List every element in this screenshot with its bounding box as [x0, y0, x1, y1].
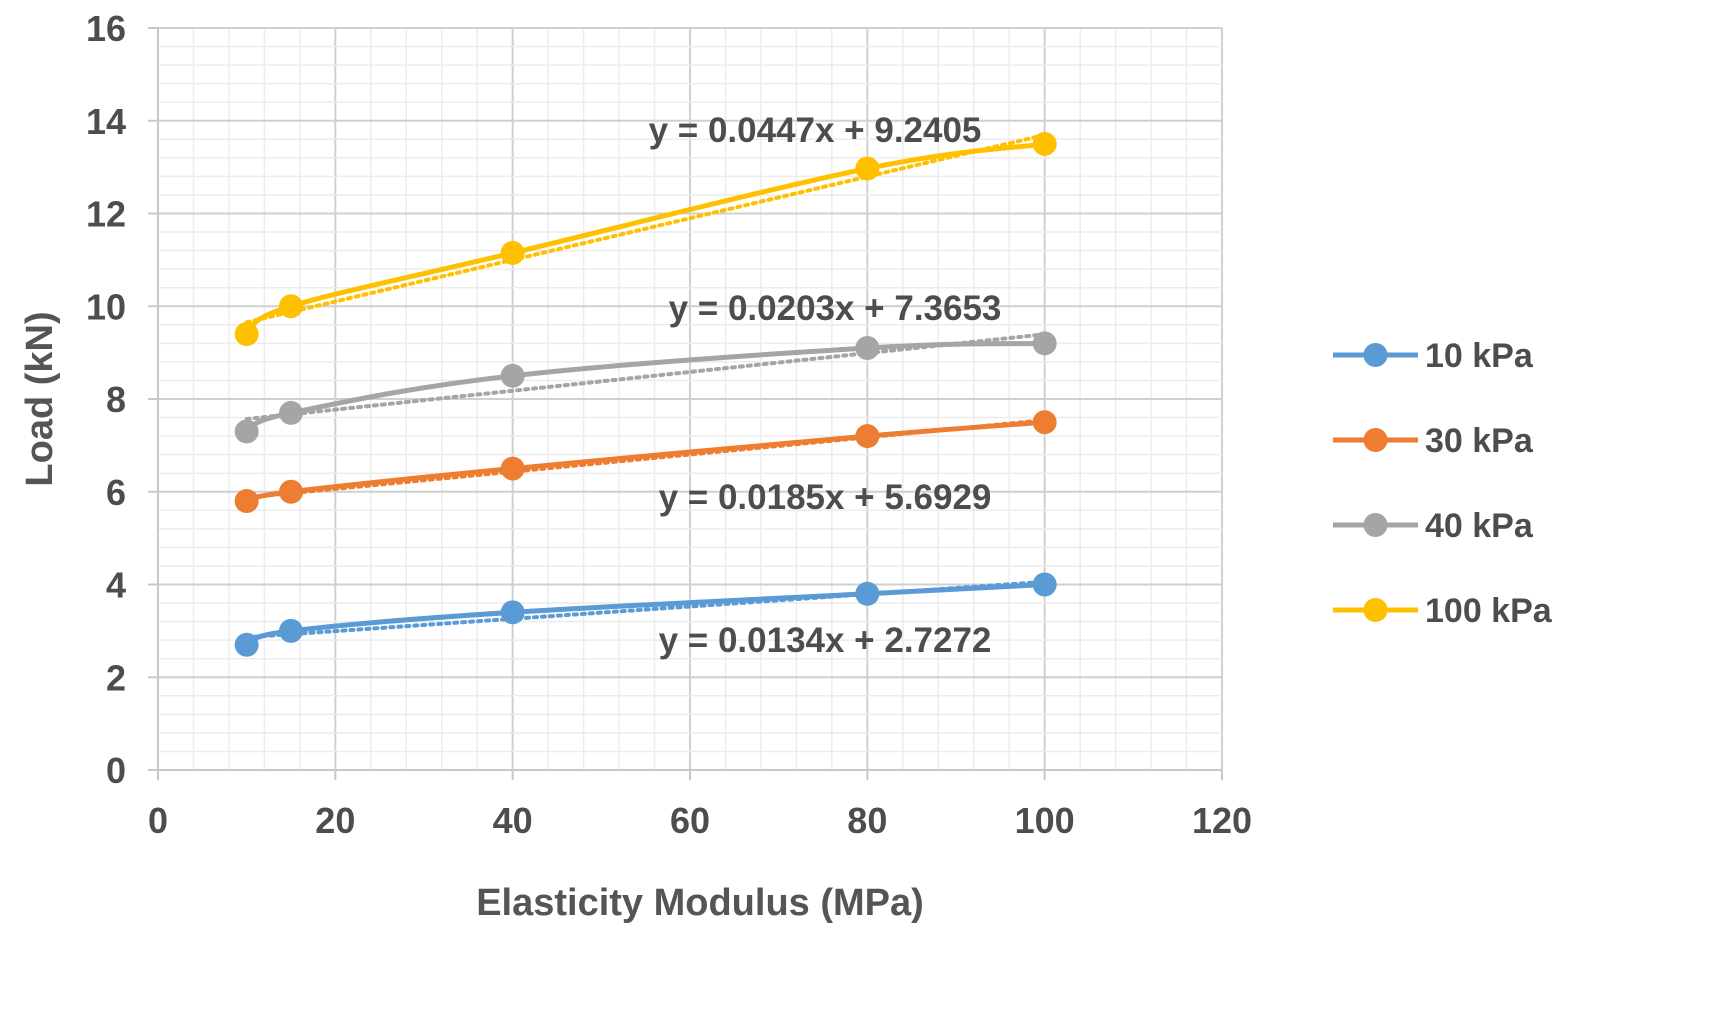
data-point-30-kpa: [855, 424, 880, 449]
trendline-100-kpa: [244, 133, 1047, 325]
y-tick-label: 10: [86, 286, 126, 327]
x-tick-label: 80: [847, 800, 887, 841]
trendline-equation-30-kpa: y = 0.0185x + 5.6929: [659, 478, 992, 517]
data-point-100-kpa: [500, 240, 525, 265]
x-tick-label: 20: [315, 800, 355, 841]
legend-label-30-kpa: 30 kPa: [1425, 422, 1534, 460]
data-point-40-kpa: [855, 335, 880, 360]
data-point-10-kpa: [500, 600, 525, 625]
data-point-100-kpa: [855, 156, 880, 181]
tick-layer: 0 20 40 60 80 100 120 0 2 4 6 8 10 12 14 16: [86, 8, 1252, 841]
data-point-40-kpa: [234, 419, 259, 444]
y-tick-label: 12: [86, 194, 126, 235]
legend-marker-100-kpa: [1363, 598, 1388, 622]
data-point-40-kpa: [500, 363, 525, 388]
legend-label-10-kpa: 10 kPa: [1425, 337, 1534, 375]
y-tick-label: 14: [86, 101, 126, 142]
x-tick-label: 100: [1015, 800, 1075, 841]
trendline-40-kpa: [244, 332, 1047, 422]
series-layer: [234, 131, 1057, 657]
equation-layer: y = 0.0134x + 2.7272 y = 0.0185x + 5.6929…: [649, 111, 1002, 660]
data-point-30-kpa: [1032, 410, 1057, 435]
grid-layer: [148, 27, 1223, 780]
trendline-equation-40-kpa: y = 0.0203x + 7.3653: [669, 289, 1002, 328]
data-point-40-kpa: [1032, 331, 1057, 356]
legend: 10 kPa 30 kPa 40 kPa 100 kPa: [1333, 337, 1553, 630]
x-axis-title: Elasticity Modulus (MPa): [476, 882, 924, 924]
legend-marker-10-kpa: [1363, 343, 1388, 367]
legend-marker-40-kpa: [1363, 513, 1388, 537]
data-point-40-kpa: [279, 400, 303, 425]
y-tick-label: 8: [106, 379, 126, 420]
data-point-100-kpa: [279, 294, 303, 319]
data-point-100-kpa: [234, 322, 259, 347]
data-point-10-kpa: [1032, 572, 1057, 597]
legend-label-40-kpa: 40 kPa: [1425, 507, 1534, 545]
data-point-10-kpa: [855, 581, 880, 606]
trendline-equation-10-kpa: y = 0.0134x + 2.7272: [659, 621, 992, 660]
x-tick-label: 40: [493, 800, 533, 841]
y-tick-label: 4: [106, 565, 126, 606]
data-point-30-kpa: [500, 456, 525, 481]
data-point-30-kpa: [234, 489, 259, 514]
y-tick-label: 6: [106, 472, 126, 513]
legend-label-100-kpa: 100 kPa: [1425, 592, 1553, 630]
y-axis-title: Load (kN): [19, 311, 61, 486]
y-tick-label: 2: [106, 657, 126, 698]
x-tick-label: 120: [1192, 800, 1252, 841]
trendline-layer: [244, 133, 1047, 640]
y-tick-label: 16: [86, 8, 126, 49]
trendline-equation-100-kpa: y = 0.0447x + 9.2405: [649, 111, 982, 150]
data-point-100-kpa: [1032, 131, 1057, 156]
data-point-30-kpa: [279, 479, 303, 504]
legend-marker-30-kpa: [1363, 428, 1388, 452]
x-tick-label: 0: [148, 800, 168, 841]
data-point-10-kpa: [234, 632, 259, 657]
y-tick-label: 0: [106, 750, 126, 791]
x-tick-label: 60: [670, 800, 710, 841]
data-point-10-kpa: [279, 618, 303, 643]
